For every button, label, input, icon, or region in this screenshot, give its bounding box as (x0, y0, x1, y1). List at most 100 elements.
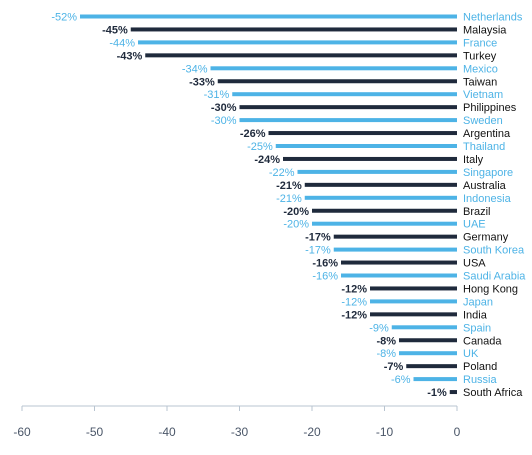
bar-germany (333, 234, 457, 239)
category-label: Poland (463, 361, 497, 373)
bar-group-japan: -12% Japan (341, 296, 493, 308)
value-label: -12% (341, 296, 367, 308)
bar-group-russia: -6% Russia (391, 374, 498, 386)
x-tick-label: 0 (454, 425, 461, 439)
bar-brazil (312, 208, 457, 213)
category-label: UK (463, 348, 479, 360)
category-label: Hong Kong (463, 283, 518, 295)
value-label: -30% (211, 102, 237, 114)
value-label: -20% (283, 219, 309, 231)
value-label: -43% (117, 50, 143, 62)
value-label: -52% (51, 12, 77, 24)
bar-hong-kong (370, 286, 457, 291)
category-label: Canada (463, 335, 502, 347)
value-label: -31% (204, 89, 230, 101)
bar-indonesia (304, 195, 457, 200)
category-label: UAE (463, 219, 486, 231)
bar-italy (283, 156, 457, 161)
category-label: Sweden (463, 115, 503, 127)
bar-south-korea (333, 247, 457, 252)
value-label: -17% (305, 245, 331, 257)
bar-turkey (145, 53, 457, 58)
bar-australia (304, 182, 457, 187)
category-label: Vietnam (463, 89, 503, 101)
value-label: -21% (276, 180, 302, 192)
value-label: -17% (305, 232, 331, 244)
value-label: -26% (240, 128, 266, 140)
category-label: Brazil (463, 206, 491, 218)
category-label: South Africa (463, 387, 523, 399)
category-label: Turkey (463, 50, 497, 62)
category-label: Argentina (463, 128, 511, 140)
value-label: -1% (427, 387, 447, 399)
bar-group-vietnam: -31% Vietnam (204, 89, 504, 101)
bar-india (370, 312, 457, 317)
x-tick-label: -40 (158, 425, 176, 439)
bar-group-uae: -20% UAE (283, 219, 485, 231)
bar-russia (413, 377, 457, 382)
value-label: -45% (102, 24, 128, 36)
category-label: Philippines (463, 102, 517, 114)
value-label: -24% (254, 154, 280, 166)
bar-south-africa (449, 390, 457, 395)
category-label: Germany (463, 232, 509, 244)
bar-netherlands (80, 14, 457, 19)
x-tick-label: -10 (376, 425, 394, 439)
category-label: Taiwan (463, 76, 497, 88)
bar-usa (341, 260, 457, 265)
x-tick-label: -20 (303, 425, 321, 439)
bar-canada (399, 338, 457, 343)
value-label: -12% (341, 309, 367, 321)
category-label: Netherlands (463, 12, 523, 24)
bar-group-argentina: -26% Argentina (240, 128, 511, 140)
category-label: Russia (463, 374, 498, 386)
category-label: Thailand (463, 141, 505, 153)
bar-spain (391, 325, 457, 330)
category-label: Spain (463, 322, 491, 334)
category-label: Australia (463, 180, 507, 192)
bar-group-usa: -16% USA (312, 258, 486, 270)
category-label: India (463, 309, 488, 321)
bar-poland (406, 364, 457, 369)
bar-group-saudi-arabia: -16% Saudi Arabia (312, 271, 526, 283)
value-label: -16% (312, 271, 338, 283)
bar-argentina (268, 131, 457, 136)
value-label: -8% (376, 335, 396, 347)
value-label: -20% (283, 206, 309, 218)
bar-group-malaysia: -45% Malaysia (102, 24, 507, 36)
bar-sweden (239, 118, 457, 123)
bar-group-australia: -21% Australia (276, 180, 507, 192)
category-label: Indonesia (463, 193, 512, 205)
bar-group-indonesia: -21% Indonesia (276, 193, 512, 205)
bar-group-germany: -17% Germany (305, 232, 509, 244)
value-label: -30% (211, 115, 237, 127)
value-label: -9% (369, 322, 389, 334)
bar-group-hong-kong: -12% Hong Kong (341, 283, 518, 295)
category-label: Malaysia (463, 24, 507, 36)
bar-group-singapore: -22% Singapore (269, 167, 513, 179)
bar-group-canada: -8% Canada (376, 335, 502, 347)
bar-group-uk: -8% UK (376, 348, 479, 360)
bar-uk (399, 351, 457, 356)
value-label: -21% (276, 193, 302, 205)
category-label: Italy (463, 154, 484, 166)
x-tick-label: -60 (13, 425, 31, 439)
bar-france (138, 40, 457, 45)
bar-group-turkey: -43% Turkey (117, 50, 497, 62)
value-label: -12% (341, 283, 367, 295)
value-label: -44% (109, 37, 135, 49)
bar-group-mexico: -34% Mexico (182, 63, 498, 75)
bar-mexico (210, 66, 457, 71)
bar-malaysia (130, 27, 457, 32)
bar-group-south-africa: -1% South Africa (427, 387, 523, 399)
category-label: Mexico (463, 63, 498, 75)
bar-group-brazil: -20% Brazil (283, 206, 490, 218)
x-tick-label: -30 (231, 425, 249, 439)
bar-group-poland: -7% Poland (384, 361, 498, 373)
category-label: South Korea (463, 245, 525, 257)
category-label: USA (463, 258, 486, 270)
bar-group-france: -44% France (109, 37, 497, 49)
bar-group-thailand: -25% Thailand (247, 141, 505, 153)
